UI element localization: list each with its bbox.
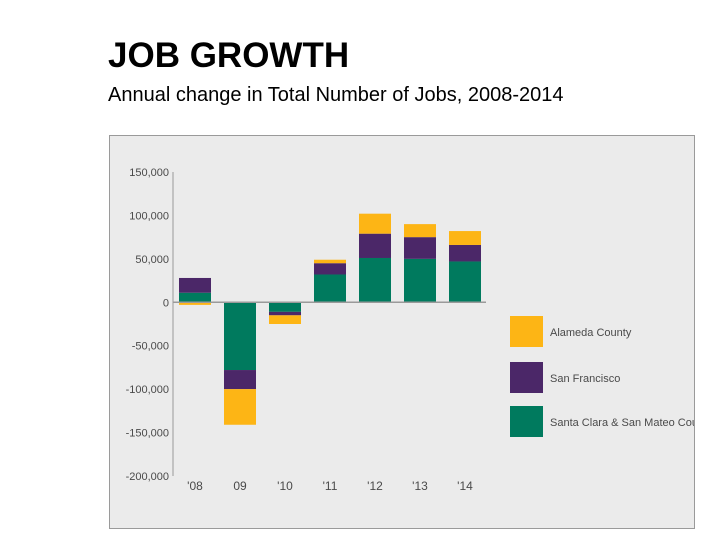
bar-segment — [449, 244, 481, 262]
bar-segment — [269, 302, 301, 312]
x-tick-label: '14 — [457, 479, 473, 493]
legend-label: San Francisco — [550, 373, 620, 385]
bar-segment — [404, 224, 436, 238]
bar-segment — [314, 259, 346, 264]
x-tick-label: '12 — [367, 479, 383, 493]
x-tick-label: '13 — [412, 479, 428, 493]
legend-label: Alameda County — [550, 327, 632, 339]
legend-label: Santa Clara & San Mateo Counties — [550, 417, 694, 429]
bar-segment — [404, 258, 436, 303]
legend-swatch — [510, 406, 543, 437]
bar-segment — [449, 231, 481, 245]
bar-segment — [269, 315, 301, 324]
y-tick-label: 0 — [163, 297, 169, 309]
bar-segment — [179, 277, 211, 293]
x-tick-label: 09 — [233, 479, 247, 493]
bar-segment — [224, 370, 256, 390]
bar-segment — [179, 292, 211, 303]
bar-segment — [359, 233, 391, 258]
y-tick-label: -200,000 — [126, 471, 169, 483]
legend-swatch — [510, 316, 543, 347]
y-tick-label: 100,000 — [129, 210, 169, 222]
slide-title: JOB GROWTH — [108, 36, 350, 75]
bar-segment — [359, 213, 391, 234]
slide-subtitle: Annual change in Total Number of Jobs, 2… — [108, 84, 564, 106]
x-tick-label: '11 — [323, 479, 338, 493]
bar-segment — [179, 302, 211, 305]
bar-segment — [449, 261, 481, 303]
bar-segment — [359, 257, 391, 303]
y-tick-label: 150,000 — [129, 167, 169, 179]
legend-swatch — [510, 362, 543, 393]
bar-segment — [404, 237, 436, 259]
bar-segment — [314, 263, 346, 275]
y-tick-label: -50,000 — [132, 341, 169, 353]
x-tick-label: '10 — [277, 479, 293, 493]
bar-segment — [224, 389, 256, 425]
chart-frame: 150,000 100,000 50,000 0 -50,000 -100,000 -150… — [109, 135, 720, 529]
y-tick-label: 50,000 — [135, 254, 169, 266]
bar-segment — [224, 302, 256, 371]
y-tick-label: -150,000 — [126, 428, 169, 440]
job-growth-chart: 150,000 100,000 50,000 0 -50,000 -100,000 -150… — [126, 167, 720, 493]
bar-segment — [269, 311, 301, 316]
x-tick-label: '08 — [187, 479, 203, 493]
y-tick-label: -100,000 — [126, 384, 169, 396]
bar-segment — [314, 274, 346, 303]
